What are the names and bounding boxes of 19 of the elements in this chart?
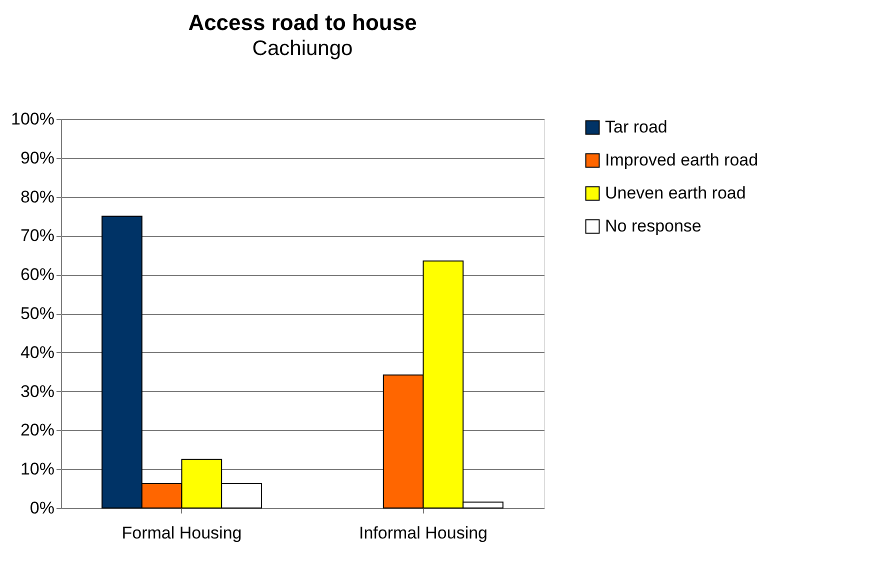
legend-label: Uneven earth road	[605, 184, 746, 202]
y-tick-label: 100%	[11, 110, 54, 128]
y-tick-label: 50%	[20, 304, 54, 323]
y-tick-label: 30%	[20, 382, 54, 401]
y-tick-label: 60%	[20, 265, 54, 284]
y-tick-label: 0%	[30, 498, 54, 518]
y-tick-label: 10%	[20, 460, 54, 479]
y-tick-label: 90%	[20, 148, 54, 168]
x-tick-label: Formal Housing	[122, 524, 242, 542]
chart-title: Access road to house	[188, 10, 417, 35]
y-tick-label: 80%	[20, 187, 54, 206]
legend-label: Tar road	[605, 118, 668, 136]
legend-label: Improved earth road	[605, 150, 758, 170]
y-tick-label: 20%	[20, 420, 54, 440]
legend-label: No response	[605, 216, 702, 236]
y-tick-label: 40%	[20, 342, 54, 362]
chart-subtitle: Cachiungo	[252, 37, 353, 60]
y-tick-label: 70%	[20, 226, 54, 246]
x-tick-label: Informal Housing	[358, 524, 488, 542]
